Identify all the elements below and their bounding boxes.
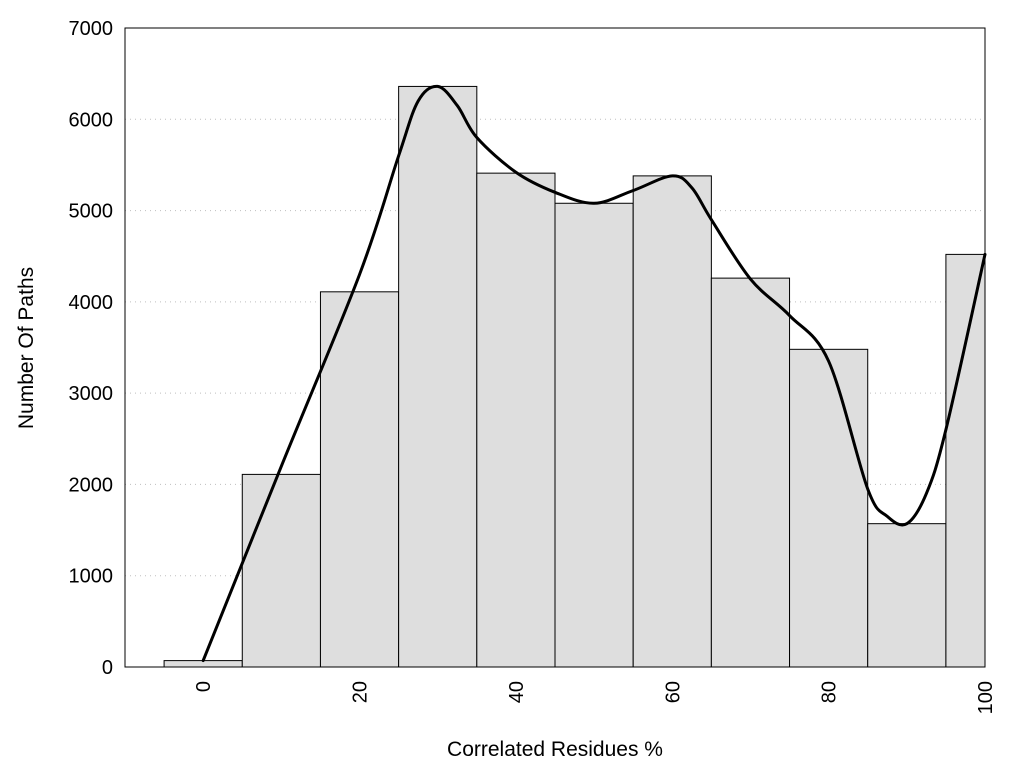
x-tick-label-20: 20 (350, 681, 372, 703)
y-axis-label: Number Of Paths (15, 267, 38, 429)
x-tick-label-60: 60 (662, 681, 684, 703)
bar-10 (241, 473, 321, 668)
x-axis-ticks: 0 20 40 60 80 100 (193, 681, 997, 714)
bar-90 (867, 523, 947, 668)
bar-60 (632, 175, 712, 668)
trend-curve (201, 84, 987, 663)
x-axis-label: Correlated Residues % (447, 738, 663, 761)
x-tick-label-0: 0 (193, 681, 215, 692)
y-axis-ticks: 0 1000 2000 3000 4000 5000 6000 7000 (69, 18, 114, 679)
plot-frame (124, 27, 986, 668)
y-tick-label-5000: 5000 (69, 201, 114, 223)
x-tick-label-100: 100 (975, 681, 997, 714)
y-tick-label-7000: 7000 (69, 18, 114, 40)
bar-50 (554, 202, 634, 668)
y-tick-label-4000: 4000 (69, 292, 114, 314)
y-tick-label-3000: 3000 (69, 383, 114, 405)
y-tick-label-1000: 1000 (69, 566, 114, 588)
y-tick-label-0: 0 (102, 657, 113, 679)
bar-series (163, 85, 986, 668)
bar-70 (710, 277, 791, 668)
x-tick-label-40: 40 (506, 681, 528, 703)
bar-20 (319, 291, 400, 668)
y-tick-label-6000: 6000 (69, 109, 114, 131)
bar-30 (398, 85, 478, 668)
y-tick-label-2000: 2000 (69, 474, 114, 496)
bar-100 (945, 253, 986, 668)
bar-80 (789, 348, 869, 668)
bar-40 (476, 172, 556, 668)
x-tick-label-80: 80 (819, 681, 841, 703)
